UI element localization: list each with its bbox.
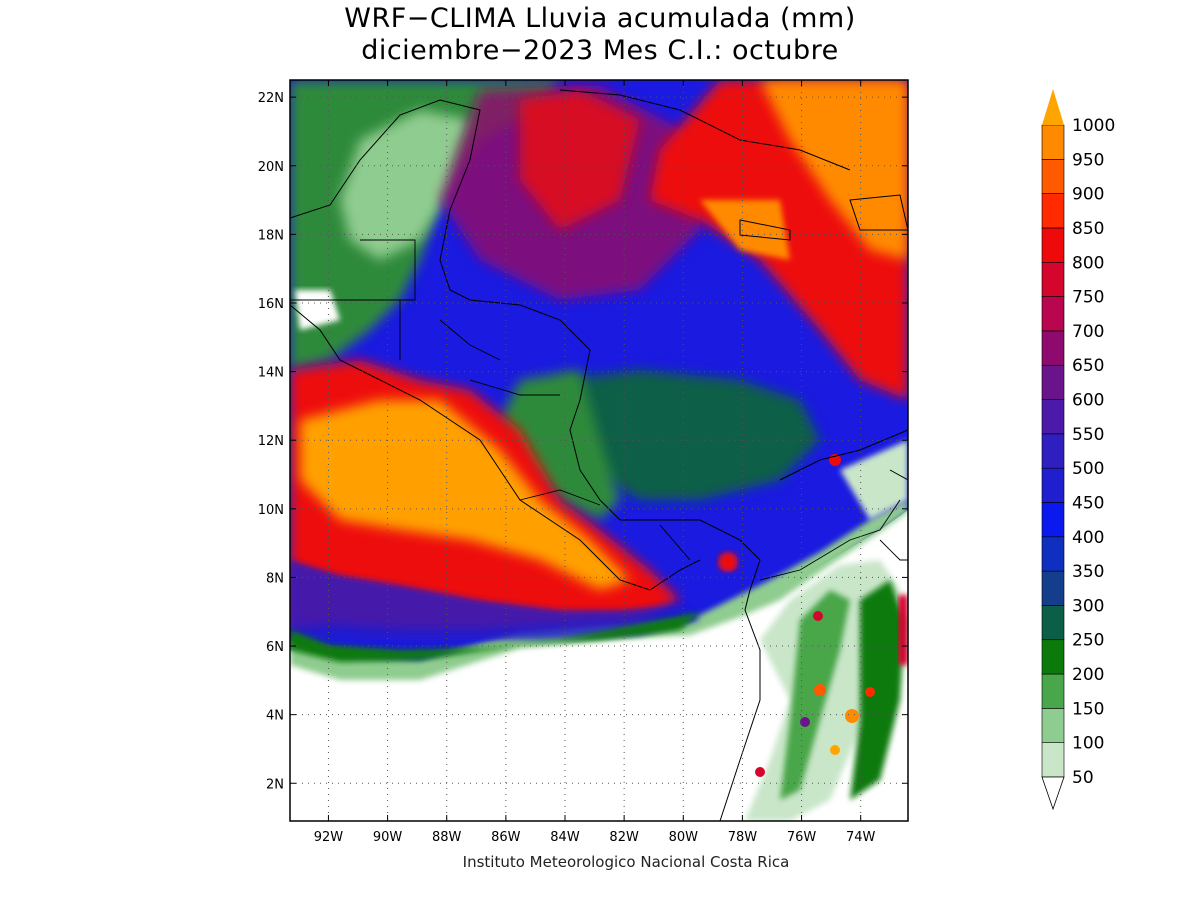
colorbar-label: 300 <box>1072 596 1104 616</box>
colorbar-swatch <box>1041 467 1065 503</box>
field-orange-northeast <box>760 80 908 260</box>
colorbar-swatch <box>1041 639 1065 675</box>
colorbar-label: 350 <box>1072 562 1104 582</box>
field-red-north <box>520 90 640 230</box>
lat-tick-label: 10N <box>258 503 284 518</box>
colorbar-swatch <box>1041 399 1065 435</box>
colorbar-label: 700 <box>1072 322 1104 342</box>
colorbar-swatch <box>1041 570 1065 606</box>
colorbar-swatch <box>1041 193 1065 229</box>
lat-tick-label: 20N <box>258 160 284 175</box>
lon-tick-label: 84W <box>550 830 580 845</box>
colorbar-swatch <box>1041 364 1065 400</box>
field-spot <box>718 552 738 572</box>
colorbar-swatch <box>1041 227 1065 263</box>
field-spot <box>830 745 840 755</box>
colorbar-label: 150 <box>1072 699 1104 719</box>
coastlines <box>290 89 908 821</box>
colorbar-label: 1000 <box>1072 116 1115 136</box>
colorbar-swatch <box>1041 261 1065 297</box>
field-spot <box>814 684 826 696</box>
colorbar-swatch <box>1041 502 1065 538</box>
colorbar-swatch <box>1041 330 1065 366</box>
colorbar-label: 600 <box>1072 391 1104 411</box>
field-spot <box>845 709 859 723</box>
field-spot <box>755 767 765 777</box>
lon-tick-label: 78W <box>728 830 758 845</box>
lat-tick-label: 16N <box>258 297 284 312</box>
field-yucatan-light <box>340 110 470 260</box>
field-colombia-streak1 <box>780 590 850 800</box>
colorbar-swatch <box>1041 605 1065 641</box>
lat-tick-label: 14N <box>258 366 284 381</box>
field-colombia-streak2 <box>850 580 905 800</box>
colorbar-swatch <box>1041 433 1065 469</box>
lon-tick-label: 88W <box>432 830 462 845</box>
map-title: WRF−CLIMA Lluvia acumulada (mm) <box>344 3 856 34</box>
colorbar-swatch <box>1041 673 1065 709</box>
colorbar-swatch <box>1041 536 1065 572</box>
lat-tick-label: 6N <box>266 640 284 655</box>
colorbar-swatch <box>1041 159 1065 194</box>
field-green-nicaragua <box>500 370 620 520</box>
lat-tick-label: 22N <box>258 91 284 106</box>
colorbar-swatch <box>1041 708 1065 743</box>
lat-tick-label: 8N <box>266 571 284 586</box>
colorbar-label: 450 <box>1072 493 1104 513</box>
field-spot <box>865 687 875 697</box>
lon-tick-label: 90W <box>373 830 403 845</box>
field-blue-pacific-fringe <box>290 560 700 640</box>
colorbar-label: 750 <box>1072 288 1104 308</box>
colorbar-label: 100 <box>1072 734 1104 754</box>
colorbar-label: 900 <box>1072 185 1104 205</box>
colorbar-label: 850 <box>1072 219 1104 239</box>
colorbar-label: 250 <box>1072 631 1104 651</box>
field-spot <box>898 595 908 665</box>
field-spot <box>813 611 823 621</box>
colorbar-label: 550 <box>1072 425 1104 445</box>
lon-tick-label: 80W <box>669 830 699 845</box>
field-guajira-light <box>840 440 908 520</box>
colorbar-label: 200 <box>1072 665 1104 685</box>
precipitation-field <box>290 80 908 821</box>
field-green-fringe <box>290 500 908 680</box>
lat-tick-label: 2N <box>266 777 284 792</box>
field-deep-green-central <box>560 370 820 500</box>
colorbar-label: 650 <box>1072 356 1104 376</box>
map-subtitle: diciembre−2023 Mes C.I.: octubre <box>361 35 839 66</box>
lon-tick-label: 76W <box>787 830 817 845</box>
field-dry-south <box>290 510 908 821</box>
colorbar-min-arrow <box>1041 776 1065 811</box>
colorbar-swatch <box>1041 124 1065 160</box>
axis-labels: 92W 90W 88W 86W 84W 82W 80W 78W 76W 74W 2N 4N 6N 8N 10… <box>258 91 876 845</box>
lat-tick-label: 18N <box>258 228 284 243</box>
map-frame <box>289 79 909 822</box>
colorbar-label: 800 <box>1072 253 1104 273</box>
lon-tick-label: 74W <box>846 830 876 845</box>
colorbar-max-arrow <box>1042 89 1064 125</box>
colorbar: 50 100 150 200 250 300 350 400 450 500 550 600 650 70… <box>1041 89 1115 811</box>
field-green-pacific-fringe <box>290 612 700 662</box>
lon-tick-label: 92W <box>314 830 344 845</box>
lon-tick-label: 86W <box>491 830 521 845</box>
colorbar-swatch <box>1041 296 1065 332</box>
field-spot <box>800 717 810 727</box>
country-borders <box>290 239 908 581</box>
lat-tick-label: 12N <box>258 434 284 449</box>
axis-ticks <box>290 80 908 821</box>
colorbar-label: 500 <box>1072 459 1104 479</box>
credit-text: Instituto Meteorologico Nacional Costa R… <box>462 853 790 871</box>
colorbar-label: 950 <box>1072 150 1104 170</box>
graticule <box>290 80 908 821</box>
field-orange-pacific <box>300 400 630 590</box>
colorbar-label: 400 <box>1072 528 1104 548</box>
colorbar-swatch <box>1041 742 1065 778</box>
lon-tick-label: 82W <box>609 830 639 845</box>
colorbar-label: 50 <box>1072 768 1094 788</box>
lat-tick-label: 4N <box>266 709 284 724</box>
field-orange-jamaica <box>700 200 790 260</box>
